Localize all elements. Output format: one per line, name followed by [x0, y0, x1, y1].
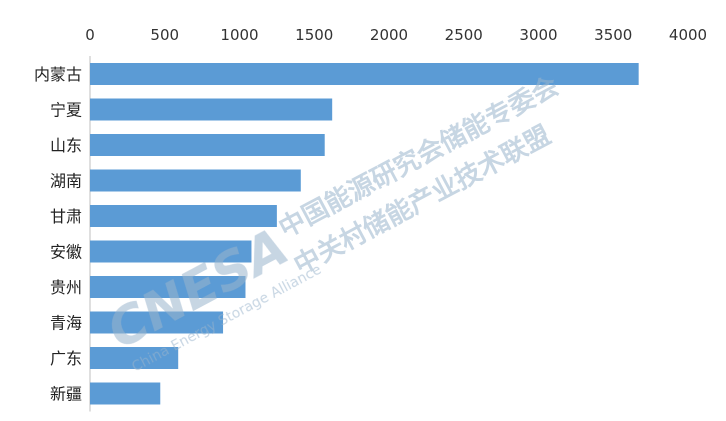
category-label: 山东: [50, 136, 82, 155]
bar: [90, 205, 277, 227]
category-label: 内蒙古: [34, 65, 82, 84]
x-tick-label: 2000: [370, 26, 408, 44]
bar-series: [90, 63, 639, 405]
bar: [90, 347, 179, 369]
x-tick-label: 500: [150, 26, 179, 44]
category-label: 青海: [50, 314, 82, 333]
x-tick-label: 4000: [669, 26, 707, 44]
x-tick-label: 3500: [594, 26, 632, 44]
bar: [90, 169, 301, 192]
x-axis-tick-labels: 0 500 1000 1500 2000 2500 3000 3500 4000: [85, 26, 707, 44]
x-tick-label: 1500: [295, 26, 333, 44]
bar: [90, 63, 639, 85]
category-label: 湖南: [50, 172, 82, 191]
category-label: 安徽: [50, 243, 82, 262]
category-label: 甘肃: [50, 207, 82, 226]
category-label: 贵州: [50, 278, 82, 297]
bar: [90, 276, 246, 298]
x-tick-label: 0: [85, 26, 95, 44]
x-tick-label: 3000: [519, 26, 557, 44]
bar: [90, 134, 325, 156]
category-label: 宁夏: [50, 101, 82, 120]
bar: [90, 311, 224, 334]
x-tick-label: 2500: [445, 26, 483, 44]
bar: [90, 382, 161, 405]
bar: [90, 98, 333, 121]
bar: [90, 240, 252, 263]
category-label: 广东: [50, 349, 82, 368]
x-tick-label: 1000: [220, 26, 258, 44]
category-label: 新疆: [50, 385, 82, 404]
